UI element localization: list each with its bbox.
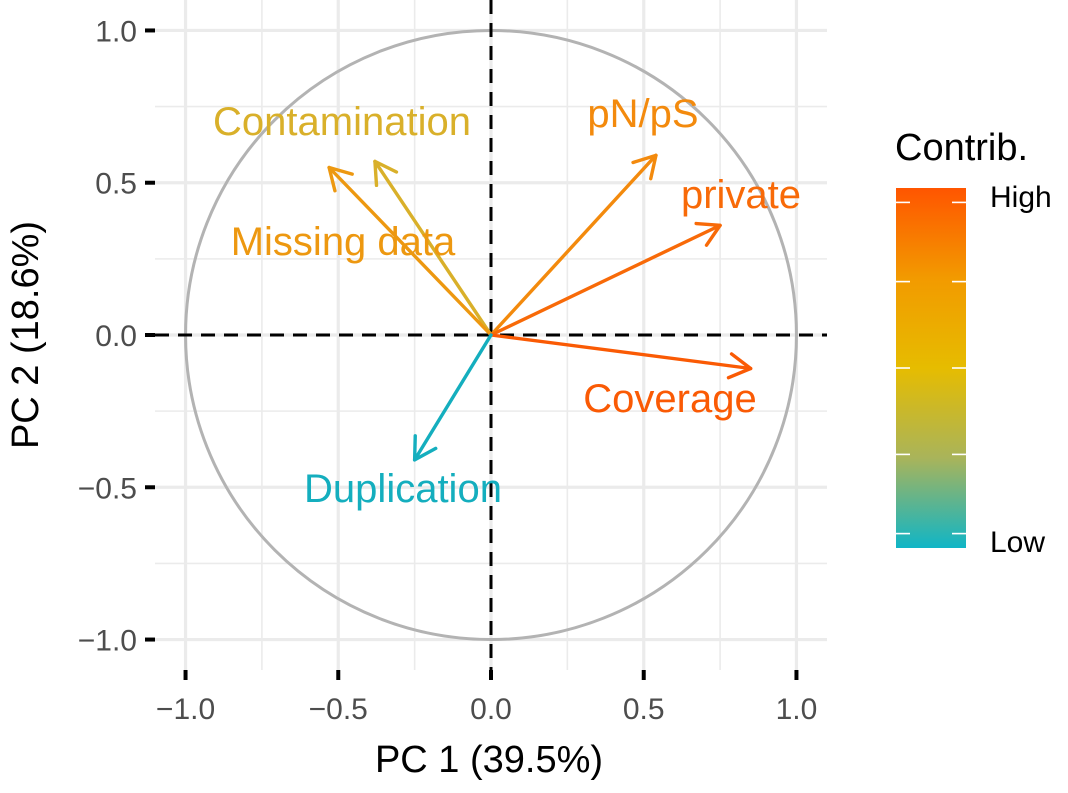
legend-low-label: Low xyxy=(990,526,1045,559)
x-tick-label: −0.5 xyxy=(309,693,368,726)
arrowhead-pn-ps xyxy=(631,153,658,181)
y-tick-label: 0.0 xyxy=(95,320,137,353)
legend-title: Contrib. xyxy=(895,127,1028,169)
arrow-missing-data xyxy=(327,165,493,337)
y-axis-title: PC 2 (18.6%) xyxy=(5,221,47,449)
arrowhead-contamination xyxy=(373,159,399,188)
label-pn-ps: pN/pS xyxy=(587,92,698,136)
arrowhead-duplication xyxy=(412,434,438,462)
x-tick-label: −1.0 xyxy=(156,693,215,726)
x-tick-label: 0.5 xyxy=(623,693,665,726)
variable-labels: Contamination Missing data pN/pS private Cov… xyxy=(213,92,801,511)
arrow-pn-ps xyxy=(489,153,658,337)
y-tick-label: −1.0 xyxy=(78,625,137,658)
arrow-private xyxy=(489,223,722,337)
arrow-contamination xyxy=(373,159,493,337)
label-coverage: Coverage xyxy=(583,377,756,421)
arrowhead-coverage xyxy=(726,352,753,380)
legend: Contrib. High Low xyxy=(895,127,1052,559)
arrowhead-private xyxy=(694,221,722,247)
label-private: private xyxy=(681,173,801,217)
label-duplication: Duplication xyxy=(304,467,502,511)
arrowhead-missing-data xyxy=(327,165,354,193)
x-tick-label: 0.0 xyxy=(470,693,512,726)
y-tick-label: −0.5 xyxy=(78,472,137,505)
legend-high-label: High xyxy=(990,181,1052,214)
variable-arrows xyxy=(327,153,753,462)
label-contamination: Contamination xyxy=(213,100,471,144)
arrow-coverage xyxy=(489,333,753,371)
x-axis-title: PC 1 (39.5%) xyxy=(375,739,603,781)
axes: −1.0 −0.5 0.0 0.5 1.0 −1.0 −0.5 0.0 0.5 1.0 xyxy=(78,15,818,726)
arrow-duplication xyxy=(412,333,493,462)
y-tick-label: 0.5 xyxy=(95,168,137,201)
x-tick-label: 1.0 xyxy=(776,693,818,726)
label-missing-data: Missing data xyxy=(231,220,456,264)
y-tick-label: 1.0 xyxy=(95,15,137,48)
